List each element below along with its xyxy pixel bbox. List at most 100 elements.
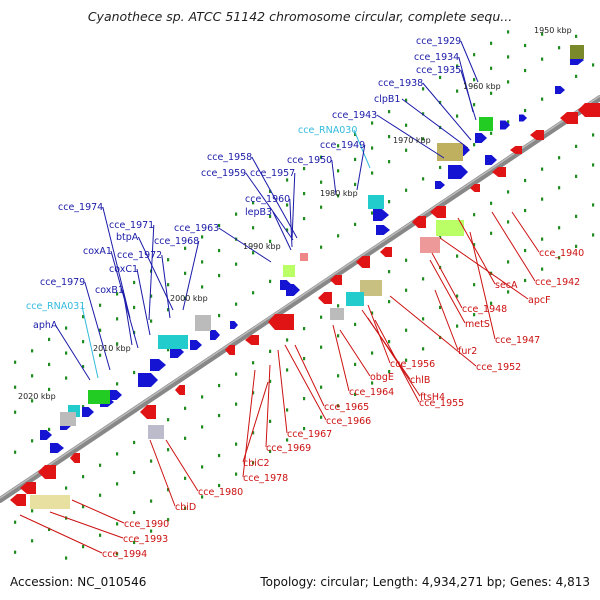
forward-gene-arrow bbox=[519, 114, 527, 122]
tick-mark bbox=[371, 351, 374, 355]
tick-mark bbox=[252, 226, 255, 230]
tick-mark bbox=[31, 399, 34, 403]
tick-mark bbox=[405, 123, 408, 127]
tick-mark bbox=[524, 278, 527, 283]
tick-mark bbox=[320, 180, 323, 184]
tick-mark bbox=[99, 328, 102, 332]
gene-label-top: cce_1958 bbox=[207, 152, 252, 163]
gene-label-bottom: cce_1993 bbox=[123, 534, 168, 545]
label-leader-line bbox=[122, 289, 133, 346]
tick-mark bbox=[473, 78, 476, 82]
tick-mark bbox=[490, 301, 493, 305]
tick-mark bbox=[184, 506, 187, 510]
tick-mark bbox=[473, 53, 476, 57]
tick-mark bbox=[524, 68, 527, 73]
tick-mark bbox=[167, 258, 170, 262]
tick-mark bbox=[82, 545, 85, 549]
tick-mark bbox=[82, 475, 85, 479]
tick-mark bbox=[507, 290, 510, 294]
tick-mark bbox=[354, 392, 357, 397]
forward-gene-arrow bbox=[210, 330, 220, 340]
reverse-gene-arrow bbox=[10, 494, 26, 506]
tick-mark bbox=[541, 197, 544, 201]
tick-mark bbox=[337, 304, 340, 308]
chromosome-backbone-highlight bbox=[0, 95, 600, 499]
tick-mark bbox=[558, 256, 561, 260]
tick-mark bbox=[150, 319, 153, 323]
tick-mark bbox=[320, 345, 323, 349]
gene-label-top: cce_1963 bbox=[174, 223, 219, 234]
tick-mark bbox=[286, 178, 289, 182]
tick-mark bbox=[337, 194, 340, 198]
tick-mark bbox=[167, 348, 170, 352]
tick-mark bbox=[133, 305, 136, 310]
tick-mark bbox=[558, 226, 561, 230]
tick-mark bbox=[490, 131, 493, 135]
tick-mark bbox=[337, 169, 340, 173]
tick-mark bbox=[439, 305, 442, 310]
tick-mark bbox=[371, 121, 374, 125]
tick-mark bbox=[269, 449, 272, 453]
forward-gene-arrow bbox=[138, 373, 158, 387]
gene-label-bottom: ftsH4 bbox=[420, 392, 445, 403]
reverse-gene-arrow bbox=[560, 112, 578, 124]
tick-mark bbox=[337, 404, 340, 408]
tick-mark bbox=[354, 362, 357, 367]
gene-label-top: cce_1959 bbox=[201, 168, 246, 179]
tick-mark bbox=[184, 476, 187, 480]
tick-mark bbox=[422, 87, 425, 91]
label-leader-line bbox=[245, 172, 294, 241]
tick-mark bbox=[218, 273, 221, 278]
gene-features bbox=[10, 45, 600, 509]
gene-box bbox=[570, 45, 584, 59]
tick-mark bbox=[235, 402, 238, 406]
tick-mark bbox=[405, 258, 408, 262]
gene-label-bottom: cce_1955 bbox=[419, 398, 464, 409]
tick-mark bbox=[371, 211, 374, 215]
tick-mark bbox=[592, 233, 595, 237]
reverse-gene-arrow bbox=[140, 405, 156, 419]
kbp-scale: 1950 kbp 1960 kbp 1970 kbp 1980 kbp 1990 kbp… bbox=[18, 26, 572, 401]
tick-mark bbox=[252, 251, 255, 255]
gene-labels: cce_1929 cce_1934 cce_1935 cce_1938 clpB1 cce… bbox=[26, 36, 584, 560]
tick-mark bbox=[558, 46, 561, 50]
tick-mark bbox=[354, 222, 357, 227]
tick-mark bbox=[82, 505, 85, 509]
tick-mark bbox=[575, 74, 578, 78]
forward-gene-arrow bbox=[475, 133, 487, 143]
forward-gene-arrow bbox=[82, 407, 94, 417]
label-leader-line bbox=[19, 514, 103, 554]
tick-mark bbox=[422, 137, 425, 141]
kbp-label: 1990 kbp bbox=[243, 242, 281, 251]
label-leader-line bbox=[218, 227, 272, 263]
tick-mark bbox=[303, 426, 306, 431]
tick-mark bbox=[524, 43, 527, 48]
label-leader-line bbox=[353, 129, 371, 169]
tick-mark bbox=[541, 167, 544, 171]
label-leader-line bbox=[265, 364, 271, 448]
label-leader-line bbox=[251, 156, 298, 239]
reverse-gene-arrow bbox=[380, 247, 392, 257]
tick-mark bbox=[65, 376, 68, 380]
tick-mark bbox=[99, 353, 102, 357]
tick-mark bbox=[133, 370, 136, 375]
tick-mark bbox=[592, 163, 595, 167]
tick-mark bbox=[201, 395, 204, 399]
tick-mark bbox=[201, 465, 204, 469]
tick-mark bbox=[388, 160, 391, 164]
tick-mark bbox=[235, 472, 238, 476]
tick-mark bbox=[14, 360, 17, 364]
tick-mark bbox=[133, 540, 136, 545]
label-leader-line bbox=[339, 329, 371, 377]
tick-mark bbox=[99, 463, 102, 467]
tick-mark bbox=[575, 244, 578, 248]
label-leader-line bbox=[54, 324, 91, 381]
tick-mark bbox=[473, 283, 476, 287]
kbp-label: 1970 kbp bbox=[393, 136, 431, 145]
tick-mark bbox=[218, 248, 221, 253]
tick-mark bbox=[541, 237, 544, 241]
label-leader-line bbox=[242, 369, 256, 478]
forward-gene-arrow bbox=[150, 359, 166, 371]
gene-label-top: cce_1957 bbox=[250, 168, 295, 179]
